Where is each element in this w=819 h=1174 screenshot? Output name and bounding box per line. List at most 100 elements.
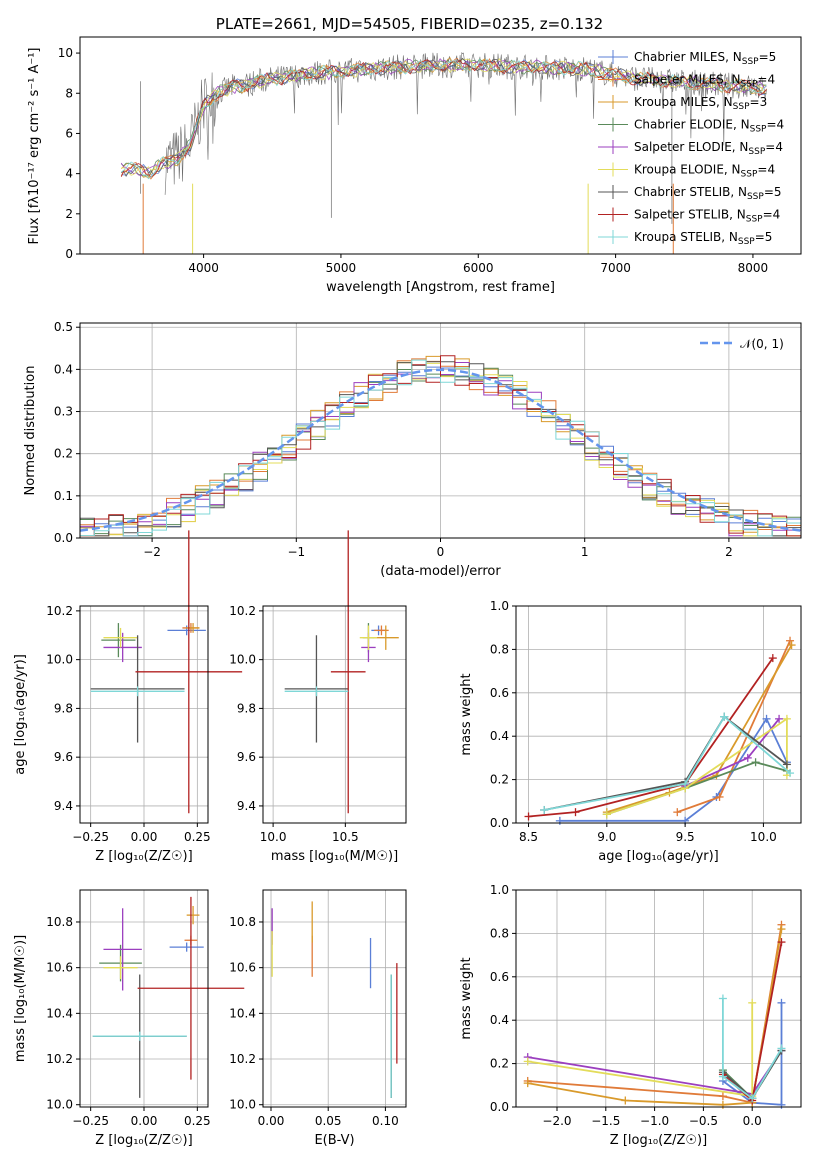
legend-entry: Kroupa MILES, NSSP=3 <box>634 95 767 112</box>
tick-label-y: 0.2 <box>490 773 509 787</box>
tick-label-y: 10.8 <box>46 915 73 929</box>
weight-vs-Z-axes: −2.0 −1.5 −1.0 −0.5 0.0 0.0 0.2 0.4 0.6 0.8 1.0 Z [… <box>459 883 802 1148</box>
tick-label-y: 0.4 <box>54 362 73 376</box>
model-line <box>120 58 767 180</box>
tick-label-y: 10.8 <box>229 915 256 929</box>
tick-label-x: 0.25 <box>184 830 211 844</box>
tick-label-y: 2 <box>65 207 73 221</box>
tick-label-x: 9.5 <box>676 830 695 844</box>
histogram-step <box>80 359 801 537</box>
tick-label-x: −2.0 <box>542 1114 571 1128</box>
tick-label-x: 2 <box>725 545 733 559</box>
tick-label-x: 0.10 <box>372 1114 399 1128</box>
tick-label-y: 10.2 <box>46 604 73 618</box>
tick-label-y: 9.6 <box>237 750 256 764</box>
tick-label-y: 9.8 <box>54 701 73 715</box>
tick-label-y: 10.0 <box>229 653 256 667</box>
tick-label-y: 0.3 <box>54 405 73 419</box>
tick-label-x: −0.25 <box>72 830 109 844</box>
tick-label-x: 4000 <box>188 261 219 275</box>
tick-label-x: 0.05 <box>315 1114 342 1128</box>
tick-label-x: 8000 <box>738 261 769 275</box>
legend-entry: Salpeter STELIB, NSSP=4 <box>634 208 780 225</box>
model-line <box>120 59 767 178</box>
weight-line <box>606 761 788 816</box>
tick-label-y: 10.4 <box>46 1006 73 1020</box>
axes-frame <box>262 605 407 824</box>
weight-line <box>528 657 774 818</box>
tick-label-x: 0.0 <box>743 1114 762 1128</box>
legend-entry: Chabrier MILES, NSSP=5 <box>634 50 776 67</box>
tick-label-x: 0.00 <box>258 1114 285 1128</box>
tick-label-y: 10.2 <box>46 1052 73 1066</box>
tick-label-x: −0.5 <box>689 1114 718 1128</box>
y-axis-label: age [log₁₀(age/yr)] <box>13 654 28 775</box>
tick-label-x: 0.00 <box>131 830 158 844</box>
tick-label-y: 0.2 <box>490 1057 509 1071</box>
tick-label-x: 10.0 <box>260 830 287 844</box>
weight-vs-age-axes: 8.5 9.0 9.5 10.0 0.0 0.2 0.4 0.6 0.8 1.0 age [log₁… <box>459 599 802 864</box>
legend-entry: Chabrier ELODIE, NSSP=4 <box>634 118 784 135</box>
tick-label-y: 10.0 <box>46 653 73 667</box>
y-axis-label: mass [log₁₀(M/M☉)] <box>13 935 28 1062</box>
tick-label-y: 9.8 <box>237 701 256 715</box>
tick-label-x: −1.5 <box>591 1114 620 1128</box>
tick-label-y: 10.0 <box>229 1098 256 1112</box>
tick-label-y: 0.5 <box>54 320 73 334</box>
spectrum-axes: 4000 5000 6000 7000 8000 0 2 4 6 8 10 wavelength [A… <box>27 15 802 295</box>
tick-label-y: 0.6 <box>490 970 509 984</box>
axes-frame <box>515 889 802 1108</box>
tick-label-y: 0.0 <box>54 531 73 545</box>
tick-label-y: 10.4 <box>229 1006 256 1020</box>
tick-label-y: 10.2 <box>229 1052 256 1066</box>
residuals-axes: −2 −1 0 1 2 0.0 0.1 0.2 0.3 0.4 0.5 (data-model)/er… <box>23 320 802 579</box>
tick-label-y: 10.2 <box>229 604 256 618</box>
tick-label-x: −2 <box>143 545 161 559</box>
tick-label-y: 0.2 <box>54 447 73 461</box>
tick-label-y: 0.8 <box>490 926 509 940</box>
weight-line <box>544 715 791 811</box>
tick-label-y: 10 <box>58 46 73 60</box>
tick-label-y: 10.6 <box>229 961 256 975</box>
tick-label-x: −1.0 <box>640 1114 669 1128</box>
tick-label-y: 8 <box>65 86 73 100</box>
tick-label-x: 10.0 <box>750 830 777 844</box>
weight-line <box>527 1002 754 1098</box>
x-axis-label: mass [log₁₀(M/M☉)] <box>271 849 398 864</box>
axes-frame <box>262 889 407 1108</box>
legend-entry: Salpeter MILES, NSSP=4 <box>634 73 775 90</box>
weight-line <box>606 717 788 816</box>
y-axis-label: mass weight <box>459 957 474 1039</box>
y-axis-label: mass weight <box>459 673 474 755</box>
mass-vs-Z-axes: −0.25 0.00 0.25 10.0 10.2 10.4 10.6 10.8 Z [log₁… <box>13 889 245 1148</box>
age-vs-mass-axes: 10.0 10.5 9.4 9.6 9.8 10.0 10.2 mass [log₁₀(M/M… <box>229 530 407 864</box>
model-line <box>120 57 767 178</box>
tick-label-x: 0.25 <box>184 1114 211 1128</box>
age-vs-Z-axes: −0.25 0.00 0.25 9.4 9.6 9.8 10.0 10.2 Z [log₁₀(Z… <box>13 530 243 864</box>
tick-label-y: 0.6 <box>490 686 509 700</box>
weight-line <box>722 998 783 1100</box>
x-axis-label: Z [log₁₀(Z/Z☉)] <box>95 849 192 864</box>
tick-label-y: 0.0 <box>490 816 509 830</box>
legend-entry: Kroupa ELODIE, NSSP=4 <box>634 163 775 180</box>
tick-label-y: 0.1 <box>54 489 73 503</box>
x-axis-label: wavelength [Angstrom, rest frame] <box>326 280 555 295</box>
legend-entry: 𝒩(0, 1) <box>740 337 784 351</box>
tick-label-y: 10.0 <box>46 1098 73 1112</box>
x-axis-label: (data-model)/error <box>380 564 501 579</box>
tick-label-y: 9.6 <box>54 750 73 764</box>
axes-frame <box>79 36 802 255</box>
tick-label-x: 9.0 <box>597 830 616 844</box>
tick-label-y: 0.0 <box>490 1100 509 1114</box>
model-line <box>120 58 767 177</box>
x-axis-label: E(B-V) <box>314 1133 354 1148</box>
tick-label-y: 0 <box>65 247 73 261</box>
gaussian-curve <box>79 368 802 532</box>
model-line <box>121 58 767 176</box>
tick-label-y: 6 <box>65 126 73 140</box>
x-axis-label: Z [log₁₀(Z/Z☉)] <box>610 1133 707 1148</box>
tick-label-y: 0.4 <box>490 729 509 743</box>
tick-label-x: 10.5 <box>332 830 359 844</box>
